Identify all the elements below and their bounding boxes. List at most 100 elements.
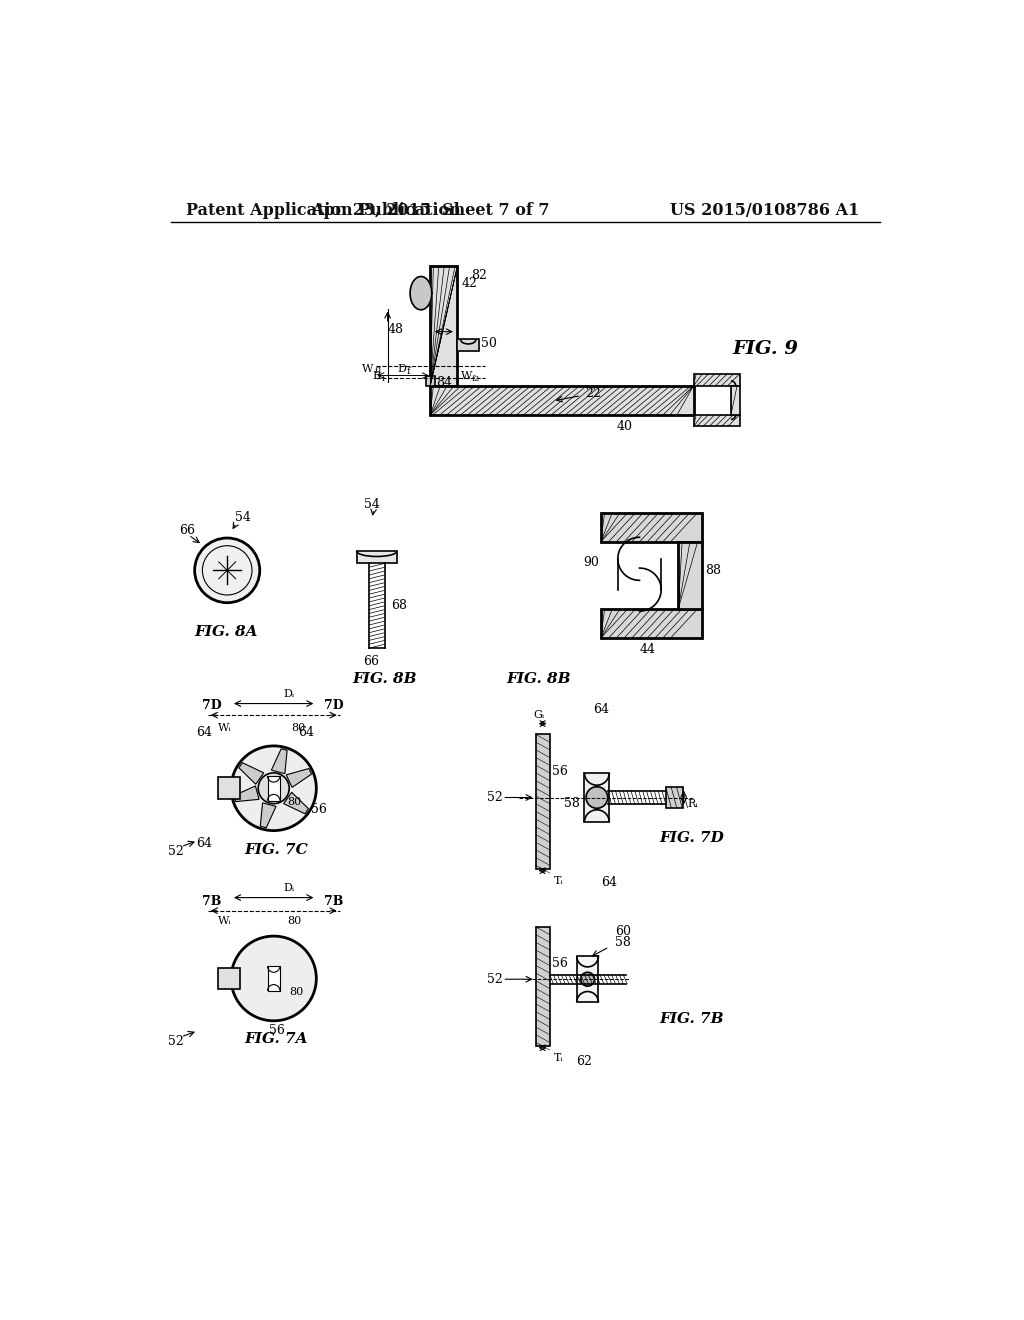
Text: 56: 56	[552, 764, 567, 777]
Text: R: R	[372, 371, 380, 381]
Polygon shape	[284, 792, 308, 813]
Polygon shape	[430, 385, 693, 414]
Text: 54: 54	[365, 499, 380, 511]
Polygon shape	[239, 763, 264, 784]
Text: 50: 50	[480, 337, 497, 350]
Polygon shape	[577, 956, 598, 1002]
Polygon shape	[271, 748, 287, 774]
Text: 84: 84	[436, 376, 453, 389]
Circle shape	[231, 746, 316, 830]
Polygon shape	[693, 414, 740, 426]
Polygon shape	[267, 776, 280, 800]
Text: Patent Application Publication: Patent Application Publication	[186, 202, 461, 219]
Text: FIG. 8A: FIG. 8A	[194, 624, 257, 639]
Text: Wᵢ: Wᵢ	[218, 916, 231, 925]
Polygon shape	[536, 927, 550, 1047]
Polygon shape	[356, 552, 397, 564]
Text: Tᵢ: Tᵢ	[554, 1053, 564, 1063]
Polygon shape	[411, 276, 432, 310]
Text: f2: f2	[471, 375, 479, 383]
Polygon shape	[218, 777, 240, 799]
Polygon shape	[267, 966, 280, 991]
Polygon shape	[693, 374, 740, 385]
Text: 56: 56	[552, 957, 567, 970]
Text: Apr. 23, 2015  Sheet 7 of 7: Apr. 23, 2015 Sheet 7 of 7	[311, 202, 550, 219]
Polygon shape	[426, 376, 435, 385]
Polygon shape	[218, 968, 240, 989]
Text: 82: 82	[471, 269, 487, 282]
Polygon shape	[286, 768, 311, 788]
Text: 7B: 7B	[203, 895, 222, 908]
Text: 58: 58	[614, 936, 631, 949]
Text: 56: 56	[311, 804, 327, 816]
Text: 58: 58	[564, 797, 580, 810]
Text: 64: 64	[197, 726, 212, 739]
Text: FIG. 7A: FIG. 7A	[245, 1031, 308, 1045]
Text: W: W	[362, 363, 374, 374]
Polygon shape	[536, 734, 550, 869]
Text: 42: 42	[461, 277, 477, 289]
Text: Dᵢ: Dᵢ	[283, 883, 294, 892]
Text: 64: 64	[601, 875, 616, 888]
Polygon shape	[678, 543, 701, 609]
Circle shape	[231, 936, 316, 1020]
Text: FIG. 9: FIG. 9	[732, 341, 799, 358]
Text: 52: 52	[168, 1035, 184, 1048]
Text: 68: 68	[391, 599, 407, 612]
Text: 40: 40	[616, 420, 632, 433]
Text: W: W	[461, 371, 473, 381]
Text: 80: 80	[288, 797, 302, 807]
Circle shape	[195, 539, 260, 603]
Polygon shape	[585, 774, 609, 822]
Polygon shape	[430, 267, 458, 385]
Text: 60: 60	[614, 925, 631, 939]
Text: 64: 64	[197, 837, 212, 850]
Text: 52: 52	[486, 791, 503, 804]
Text: Dᵢ: Dᵢ	[283, 689, 294, 700]
Text: 54: 54	[234, 511, 251, 524]
Text: 7D: 7D	[203, 698, 222, 711]
Text: 56: 56	[269, 1024, 285, 1038]
Text: Rᵢ: Rᵢ	[687, 799, 698, 809]
Polygon shape	[666, 788, 683, 808]
Text: 80: 80	[289, 987, 303, 998]
Text: 7B: 7B	[324, 895, 343, 908]
Text: 88: 88	[706, 564, 721, 577]
Text: 64: 64	[593, 704, 608, 717]
Text: 52: 52	[486, 973, 503, 986]
Text: 66: 66	[362, 656, 379, 668]
Text: D: D	[397, 364, 407, 375]
Text: FIG. 7D: FIG. 7D	[658, 832, 724, 845]
Text: 80: 80	[288, 916, 302, 925]
Text: FIG. 7C: FIG. 7C	[245, 843, 308, 857]
Text: 66: 66	[179, 524, 196, 537]
Text: 90: 90	[584, 556, 600, 569]
Text: FIG. 8B: FIG. 8B	[352, 672, 417, 686]
Text: 62: 62	[575, 1055, 592, 1068]
Polygon shape	[731, 385, 740, 414]
Polygon shape	[458, 339, 479, 351]
Text: 22: 22	[586, 387, 601, 400]
Text: 48: 48	[388, 323, 403, 335]
Text: 80: 80	[291, 723, 305, 733]
Polygon shape	[601, 609, 701, 638]
Text: f1: f1	[375, 367, 383, 375]
Circle shape	[258, 774, 289, 804]
Text: Gᵢ: Gᵢ	[534, 710, 545, 721]
Polygon shape	[233, 785, 259, 801]
Text: 7D: 7D	[324, 698, 344, 711]
Text: FIG. 8B: FIG. 8B	[506, 672, 570, 686]
Text: Wᵢ: Wᵢ	[218, 723, 231, 733]
Text: Tᵢ: Tᵢ	[554, 875, 564, 886]
Polygon shape	[260, 803, 276, 828]
Text: 64: 64	[299, 726, 314, 739]
Circle shape	[586, 787, 607, 808]
Text: 44: 44	[640, 643, 655, 656]
Text: 52: 52	[168, 845, 184, 858]
Text: f: f	[407, 367, 411, 376]
Circle shape	[581, 973, 595, 986]
Text: FIG. 7B: FIG. 7B	[658, 1012, 723, 1026]
Text: f: f	[381, 375, 385, 383]
Polygon shape	[601, 512, 701, 543]
Text: US 2015/0108786 A1: US 2015/0108786 A1	[671, 202, 860, 219]
